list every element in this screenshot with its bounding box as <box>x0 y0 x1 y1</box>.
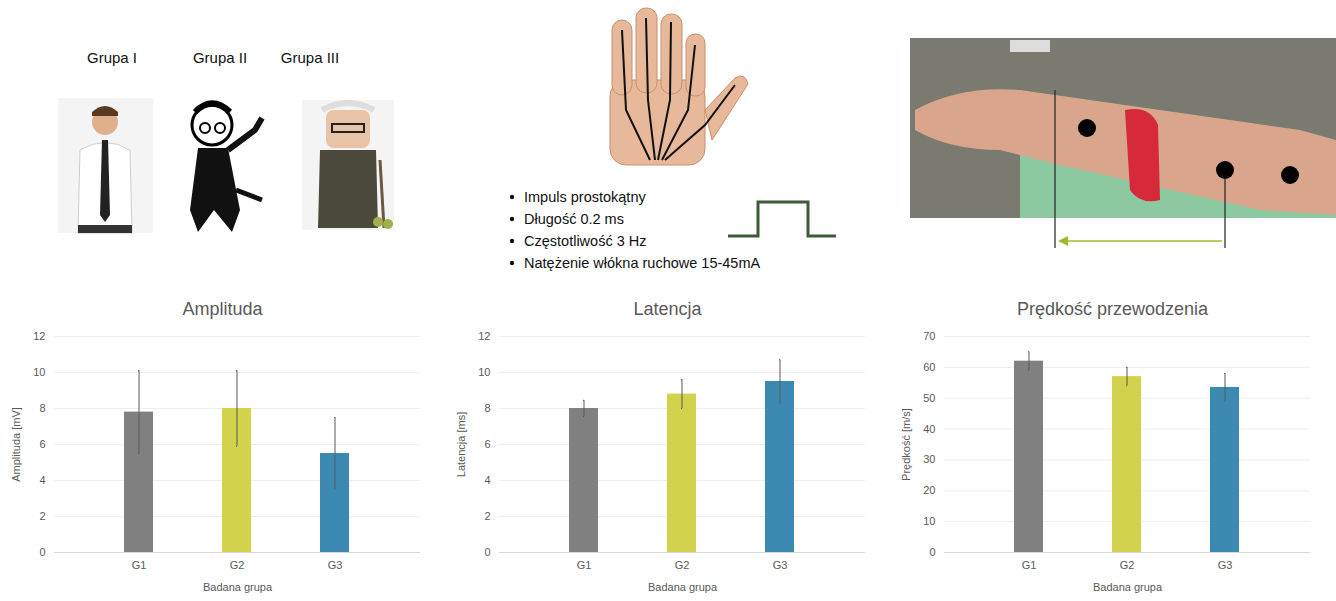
svg-text:Amplituda [mV]: Amplituda [mV] <box>10 407 22 482</box>
svg-text:Grupa II: Grupa II <box>193 49 247 66</box>
html-text:Latencja: Latencja <box>633 299 702 319</box>
svg-text:G1: G1 <box>132 559 147 571</box>
svg-text:6: 6 <box>39 438 45 450</box>
svg-text:G2: G2 <box>230 559 245 571</box>
svg-text:Natężenie włókna ruchowe 15-45: Natężenie włókna ruchowe 15-45mA <box>524 255 760 271</box>
svg-text:2: 2 <box>484 510 490 522</box>
svg-text:G3: G3 <box>328 559 343 571</box>
svg-text:10: 10 <box>478 366 490 378</box>
svg-text:0: 0 <box>929 546 935 558</box>
svg-text:Badana grupa: Badana grupa <box>203 581 273 593</box>
svg-text:12: 12 <box>478 330 490 342</box>
svg-text:Badana grupa: Badana grupa <box>1093 581 1163 593</box>
svg-text:10: 10 <box>33 366 45 378</box>
svg-text:G1: G1 <box>1022 559 1037 571</box>
svg-text:Impuls prostokątny: Impuls prostokątny <box>524 189 646 205</box>
svg-text:6: 6 <box>484 438 490 450</box>
svg-text:2: 2 <box>39 510 45 522</box>
svg-text:Badana grupa: Badana grupa <box>648 581 718 593</box>
html-text:Prędkość przewodzenia: Prędkość przewodzenia <box>1016 299 1208 319</box>
svg-text:8: 8 <box>484 402 490 414</box>
svg-text:Latencja [ms]: Latencja [ms] <box>455 412 467 477</box>
svg-text:8: 8 <box>39 402 45 414</box>
svg-text:12: 12 <box>33 330 45 342</box>
svg-text:Długość 0.2 ms: Długość 0.2 ms <box>524 211 624 227</box>
svg-text:Prędkość [m/s]: Prędkość [m/s] <box>900 408 912 481</box>
svg-text:60: 60 <box>923 361 935 373</box>
svg-text:40: 40 <box>923 423 935 435</box>
svg-text:G3: G3 <box>1218 559 1233 571</box>
svg-text:0: 0 <box>484 546 490 558</box>
svg-text:70: 70 <box>923 330 935 342</box>
svg-text:30: 30 <box>923 453 935 465</box>
svg-text:G2: G2 <box>675 559 690 571</box>
svg-text:4: 4 <box>39 474 45 486</box>
svg-text:20: 20 <box>923 484 935 496</box>
svg-text:Grupa I: Grupa I <box>87 49 137 66</box>
svg-text:50: 50 <box>923 392 935 404</box>
html-text:Amplituda: Amplituda <box>182 299 263 319</box>
svg-text:G2: G2 <box>1120 559 1135 571</box>
svg-text:10: 10 <box>923 515 935 527</box>
svg-text:Częstotliwość 3 Hz: Częstotliwość 3 Hz <box>524 233 646 249</box>
svg-text:G1: G1 <box>577 559 592 571</box>
svg-text:0: 0 <box>39 546 45 558</box>
svg-text:Grupa III: Grupa III <box>281 49 339 66</box>
svg-text:G3: G3 <box>773 559 788 571</box>
svg-text:4: 4 <box>484 474 490 486</box>
